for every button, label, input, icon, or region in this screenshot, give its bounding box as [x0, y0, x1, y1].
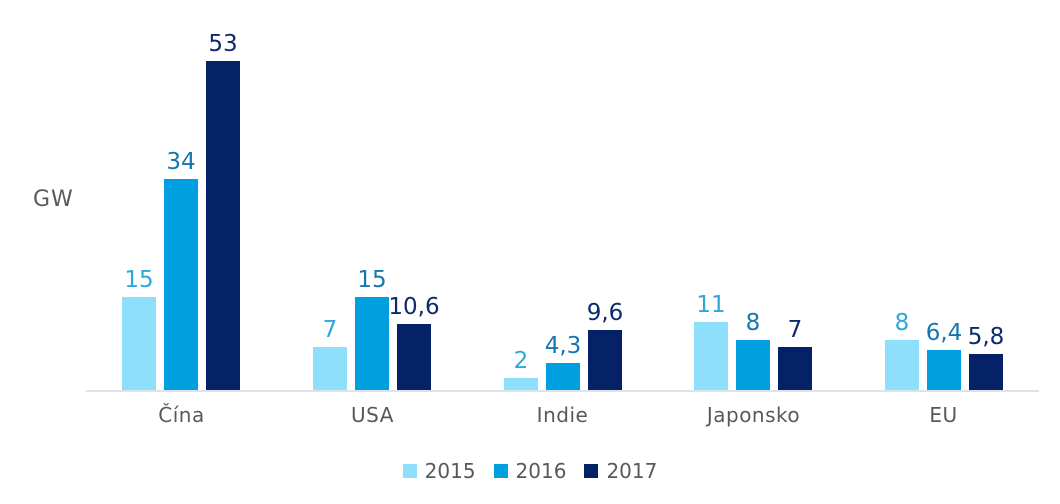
legend-label: 2017 [606, 459, 658, 483]
x-axis-label: Japonsko [706, 403, 801, 427]
bar-2016-2: 4,3 [545, 335, 581, 390]
bar-2017-2: 9,6 [587, 302, 623, 390]
bar-value-label: 7 [322, 317, 338, 343]
legend-item-2016: 2016 [493, 459, 567, 483]
bar-value-label: 34 [166, 149, 196, 175]
bar-value-label: 9,6 [586, 300, 624, 326]
bar-2015-4: 8 [885, 312, 919, 390]
bar-2015-1: 7 [313, 319, 347, 390]
bar-2016-0: 34 [164, 151, 198, 390]
bar-value-label: 15 [124, 267, 154, 293]
legend-label: 2015 [424, 459, 476, 483]
x-axis-label: EU [929, 403, 958, 427]
bar-group: 8 6,4 5,8 [885, 312, 1004, 390]
bar-group: 11 8 7 [694, 294, 812, 390]
bar-value-label: 2 [513, 348, 529, 374]
x-axis-label: Indie [536, 403, 589, 427]
bar-value-label: 53 [208, 31, 238, 57]
bar-2016-1: 15 [355, 269, 389, 390]
bar-2017-3: 7 [778, 319, 812, 390]
legend-label: 2016 [515, 459, 567, 483]
bar-value-label: 7 [787, 317, 803, 343]
bar-value-label: 8 [894, 310, 910, 336]
bar-value-label: 5,8 [967, 324, 1005, 350]
bar-2016-3: 8 [736, 312, 770, 390]
bar-value-label: 6,4 [925, 320, 963, 346]
bar-value-label: 10,6 [388, 294, 440, 320]
legend: 2015 2016 2017 [0, 459, 1060, 483]
bar-group: 15 34 53 [122, 33, 240, 390]
bar-2015-0: 15 [122, 269, 156, 390]
legend-swatch-icon [402, 464, 417, 478]
x-axis-label: USA [351, 403, 394, 427]
x-axis-label: Čína [158, 403, 205, 427]
bar-2017-4: 5,8 [968, 326, 1004, 390]
x-axis-line [86, 390, 1039, 392]
legend-swatch-icon [493, 464, 508, 478]
bar-2017-0: 53 [206, 33, 240, 390]
bar-value-label: 8 [745, 310, 761, 336]
bar-2015-3: 11 [694, 294, 728, 390]
bar-2015-2: 2 [504, 350, 538, 390]
bar-value-label: 15 [357, 267, 387, 293]
y-axis-label: GW [33, 187, 74, 212]
bar-2016-4: 6,4 [926, 322, 962, 390]
bar-2017-1: 10,6 [388, 296, 440, 390]
bar-value-label: 4,3 [544, 333, 582, 359]
legend-swatch-icon [584, 464, 599, 478]
bar-group: 7 15 10,6 [313, 269, 440, 390]
bar-value-label: 11 [696, 292, 726, 318]
legend-item-2015: 2015 [402, 459, 476, 483]
bar-group: 2 4,3 9,6 [504, 302, 623, 390]
legend-item-2017: 2017 [584, 459, 657, 483]
